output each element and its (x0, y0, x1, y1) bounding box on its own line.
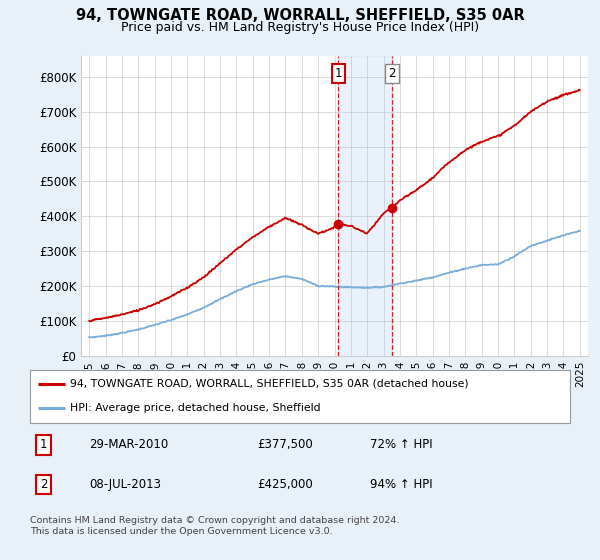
Text: 94% ↑ HPI: 94% ↑ HPI (370, 478, 433, 491)
Text: 2: 2 (388, 67, 396, 80)
Text: 29-MAR-2010: 29-MAR-2010 (89, 438, 169, 451)
Text: Contains HM Land Registry data © Crown copyright and database right 2024.
This d: Contains HM Land Registry data © Crown c… (30, 516, 400, 536)
Text: 94, TOWNGATE ROAD, WORRALL, SHEFFIELD, S35 0AR: 94, TOWNGATE ROAD, WORRALL, SHEFFIELD, S… (76, 8, 524, 24)
Text: £425,000: £425,000 (257, 478, 313, 491)
Text: 2: 2 (40, 478, 47, 491)
Bar (338, 56, 392, 356)
Text: 1: 1 (335, 67, 342, 80)
Text: £377,500: £377,500 (257, 438, 313, 451)
Text: HPI: Average price, detached house, Sheffield: HPI: Average price, detached house, Shef… (71, 403, 321, 413)
Text: Price paid vs. HM Land Registry's House Price Index (HPI): Price paid vs. HM Land Registry's House … (121, 21, 479, 34)
Text: 08-JUL-2013: 08-JUL-2013 (89, 478, 161, 491)
Text: 94, TOWNGATE ROAD, WORRALL, SHEFFIELD, S35 0AR (detached house): 94, TOWNGATE ROAD, WORRALL, SHEFFIELD, S… (71, 379, 469, 389)
Text: 72% ↑ HPI: 72% ↑ HPI (370, 438, 433, 451)
Text: 1: 1 (40, 438, 47, 451)
